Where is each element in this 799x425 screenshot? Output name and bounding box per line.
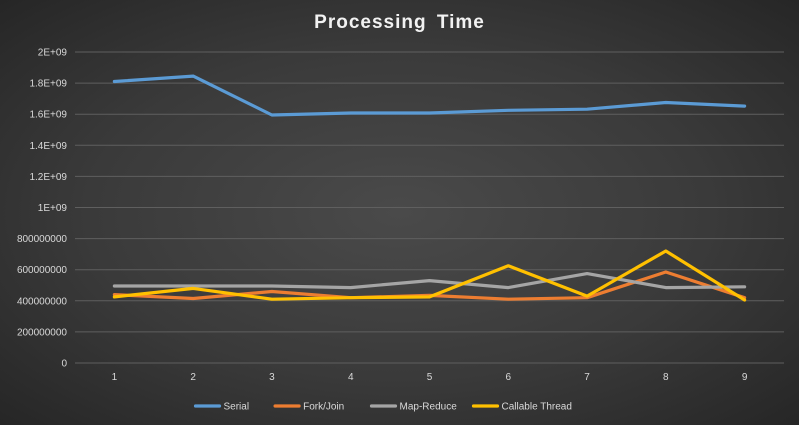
legend-label-serial: Serial [224,402,250,413]
x-tick-label: 5 [427,372,433,383]
x-tick-label: 7 [584,372,590,383]
y-tick-label: 2E+09 [38,48,68,59]
x-tick-label: 4 [348,372,354,383]
chart-title: Processing Time [314,12,485,33]
y-tick-label: 1.2E+09 [29,172,67,183]
x-tick-label: 9 [742,372,748,383]
y-tick-label: 1E+09 [38,203,68,214]
x-tick-label: 3 [269,372,275,383]
series-line-callable-thread [112,249,747,302]
legend-label-map-reduce: Map-Reduce [400,402,458,413]
y-tick-label: 600000000 [17,265,67,276]
x-tick-label: 6 [505,372,511,383]
series-line-map-reduce [112,272,747,290]
y-tick-label: 0 [61,359,67,370]
legend-label-callable-thread: Callable Thread [502,402,572,413]
x-tick-label: 1 [112,372,118,383]
legend-label-fork-join: Fork/Join [303,402,344,413]
y-tick-label: 1.4E+09 [29,141,67,152]
y-tick-label: 1.6E+09 [29,110,67,121]
series-line-serial [112,74,747,117]
y-tick-label: 800000000 [17,234,67,245]
y-tick-label: 200000000 [17,327,67,338]
y-tick-label: 1.8E+09 [29,79,67,90]
y-tick-label: 400000000 [17,296,67,307]
x-tick-label: 2 [190,372,196,383]
x-tick-label: 8 [663,372,669,383]
